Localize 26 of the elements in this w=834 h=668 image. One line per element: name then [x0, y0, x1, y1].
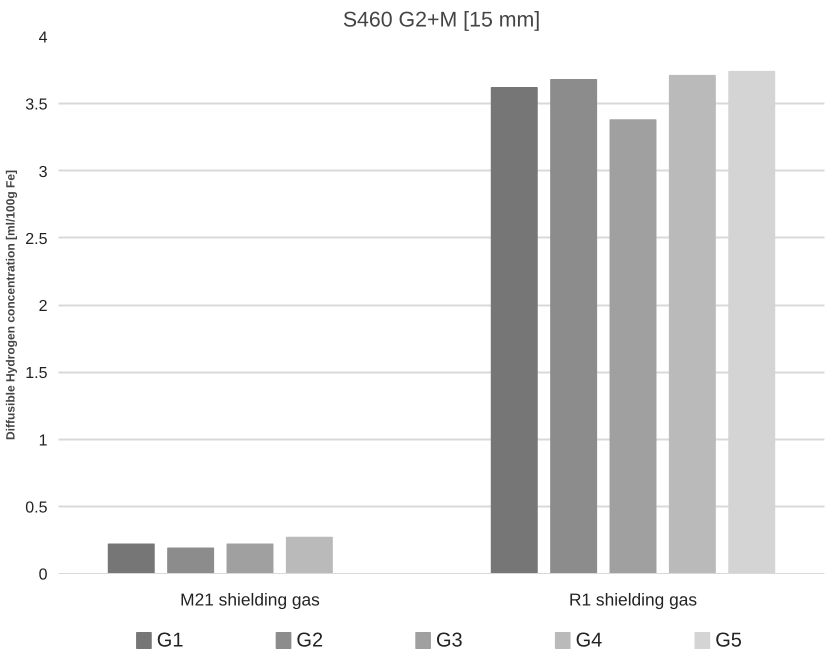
- bar: [226, 543, 274, 574]
- x-tick-label: M21 shielding gas: [180, 590, 320, 610]
- y-tick-label: 1.5: [25, 365, 48, 382]
- legend-label: G2: [296, 630, 324, 652]
- y-tick-label: 1: [38, 432, 48, 450]
- legend-label: G5: [715, 630, 742, 652]
- x-tick-label: R1 shielding gas: [568, 590, 698, 610]
- bar: [490, 87, 538, 574]
- bar: [610, 119, 656, 574]
- y-tick-label: 0.5: [25, 499, 48, 516]
- legend-label: G3: [436, 630, 463, 652]
- chart-title: S460 G2+M [15 mm]: [342, 8, 540, 32]
- y-tick-label: 2.5: [25, 230, 48, 248]
- bar: [286, 536, 333, 574]
- bar: [668, 74, 716, 574]
- y-tick-label: 3: [38, 164, 48, 181]
- legend-label: G4: [576, 630, 602, 652]
- y-tick-label: 4: [38, 30, 48, 46]
- y-tick-label: 0: [38, 566, 48, 584]
- y-tick-label: 3.5: [25, 96, 48, 114]
- y-axis-title: Diffusible Hydrogen concentration [ml/100g Fe]: [3, 170, 18, 440]
- bar: [167, 547, 214, 574]
- y-tick-label: 2: [38, 298, 48, 315]
- legend-label: G1: [156, 630, 184, 652]
- bar: [108, 543, 155, 574]
- bar: [550, 78, 598, 574]
